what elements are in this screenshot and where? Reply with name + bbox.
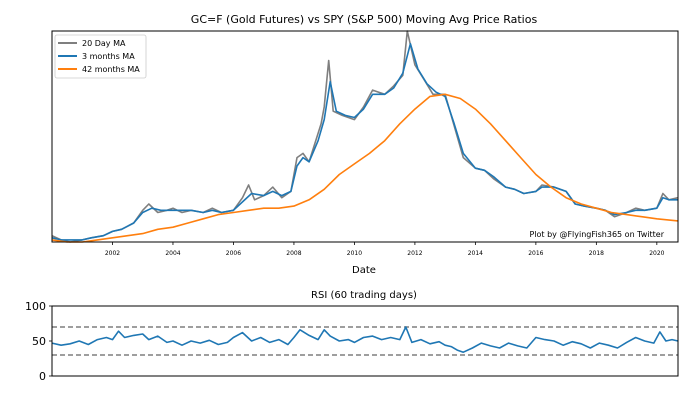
main-x-axis: 2002 2004 2006 2008 2010 2012 2014 2016 2018 2020 — [105, 242, 665, 257]
rsi-reference-lines — [52, 326, 678, 356]
rsi-chart-title: RSI (60 trading days) — [311, 290, 417, 301]
rsi-chart: RSI (60 trading days) 0 50 100 — [25, 290, 679, 383]
main-x-tick-label: 2002 — [105, 250, 120, 257]
main-x-tick-label: 2012 — [407, 250, 422, 257]
rsi-y-tick-label: 0 — [39, 370, 46, 383]
main-chart: GC=F (Gold Futures) vs SPY (S&P 500) Mov… — [51, 13, 679, 276]
rsi-series-group — [51, 326, 679, 353]
rsi-y-axis: 0 50 100 — [25, 300, 52, 383]
rsi-series-line — [51, 326, 679, 353]
legend-label-42-months-ma: 42 months MA — [82, 65, 140, 74]
legend-label-3-months-ma: 3 months MA — [82, 52, 135, 61]
rsi-y-tick-label: 100 — [25, 300, 46, 313]
legend-box — [54, 34, 147, 79]
main-plot-frame — [51, 30, 679, 243]
main-x-tick-label: 2016 — [528, 250, 543, 257]
legend-label-20-day-ma: 20 Day MA — [82, 39, 126, 48]
main-x-tick-label: 2006 — [226, 250, 241, 257]
main-x-tick-label: 2010 — [347, 250, 362, 257]
main-x-axis-label: Date — [352, 265, 376, 276]
main-x-tick-label: 2020 — [649, 250, 664, 257]
main-x-tick-label: 2018 — [589, 250, 604, 257]
rsi-y-tick-label: 50 — [32, 335, 46, 348]
main-x-tick-label: 2008 — [286, 250, 301, 257]
plot-credit-annotation: Plot by @FlyingFish365 on Twitter — [529, 230, 664, 239]
main-x-tick-label: 2014 — [468, 250, 483, 257]
main-x-tick-label: 2004 — [165, 250, 180, 257]
main-legend: 20 Day MA 3 months MA 42 months MA — [54, 34, 147, 79]
series-line-3-months-ma — [51, 42, 678, 241]
main-chart-title: GC=F (Gold Futures) vs SPY (S&P 500) Mov… — [191, 13, 538, 26]
rsi-plot-frame — [51, 305, 679, 377]
main-series-group — [51, 30, 679, 243]
series-line-42-months-ma — [51, 93, 679, 243]
